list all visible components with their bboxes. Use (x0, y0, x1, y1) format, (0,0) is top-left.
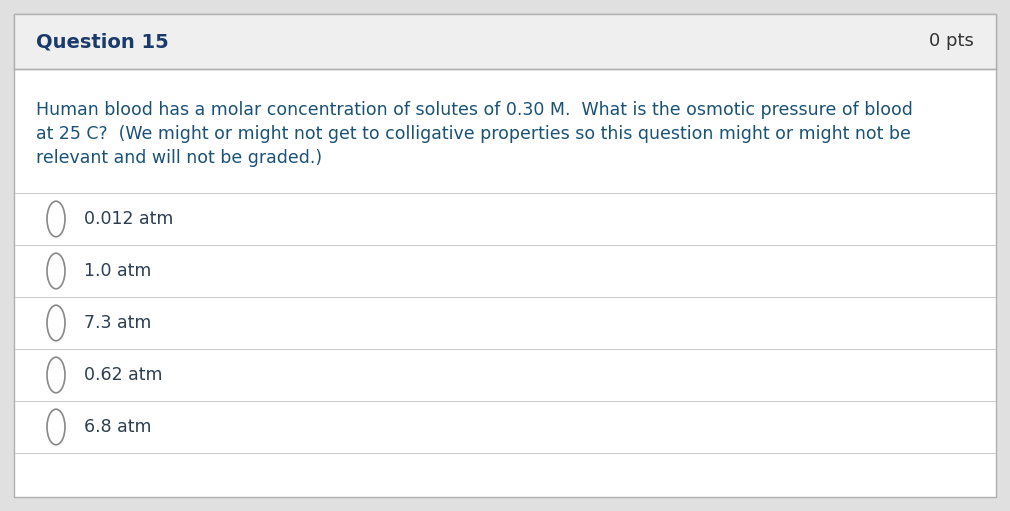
Ellipse shape (47, 305, 65, 341)
Ellipse shape (47, 201, 65, 237)
Text: 6.8 atm: 6.8 atm (84, 418, 152, 436)
Text: 0.012 atm: 0.012 atm (84, 210, 174, 228)
Ellipse shape (47, 253, 65, 289)
Text: 7.3 atm: 7.3 atm (84, 314, 152, 332)
Text: 1.0 atm: 1.0 atm (84, 262, 152, 280)
Text: 0.62 atm: 0.62 atm (84, 366, 163, 384)
Text: Question 15: Question 15 (36, 32, 169, 51)
Text: at 25 C?  (We might or might not get to colligative properties so this question : at 25 C? (We might or might not get to c… (36, 125, 911, 143)
Ellipse shape (47, 357, 65, 393)
Text: 0 pts: 0 pts (929, 33, 974, 51)
Ellipse shape (47, 409, 65, 445)
Bar (14, 14, 996, 69)
Text: relevant and will not be graded.): relevant and will not be graded.) (36, 149, 322, 167)
Text: Human blood has a molar concentration of solutes of 0.30 M.  What is the osmotic: Human blood has a molar concentration of… (36, 101, 913, 119)
